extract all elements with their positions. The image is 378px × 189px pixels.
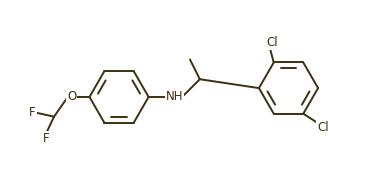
Text: O: O <box>67 91 76 103</box>
Text: F: F <box>43 132 50 145</box>
Text: Cl: Cl <box>317 121 329 134</box>
Text: F: F <box>29 106 36 119</box>
Text: NH: NH <box>166 91 183 103</box>
Text: Cl: Cl <box>266 36 277 49</box>
